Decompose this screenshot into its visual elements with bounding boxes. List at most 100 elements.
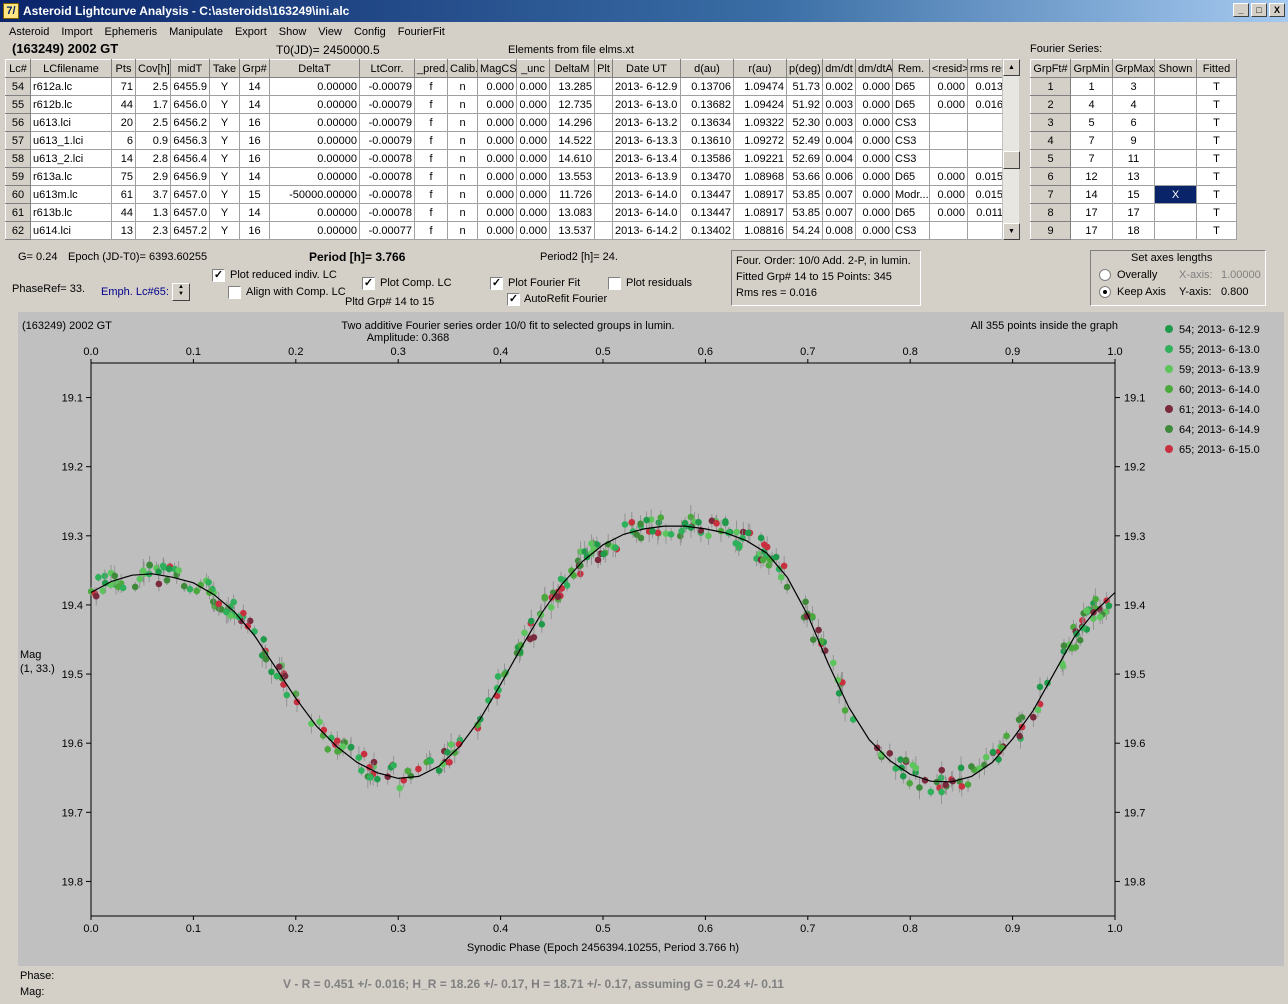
table-cell[interactable]: n — [447, 149, 478, 168]
row-header-cell[interactable]: 9 — [1030, 221, 1071, 240]
table-cell[interactable]: 3 — [1112, 77, 1155, 96]
table-cell[interactable]: n — [447, 167, 478, 186]
table-cell[interactable]: -0.00079 — [359, 131, 415, 150]
plot-residuals-checkbox[interactable] — [608, 277, 621, 290]
table-cell[interactable]: 2013- 6-13.3 — [612, 131, 681, 150]
table-cell[interactable]: D65 — [892, 167, 930, 186]
table-cell[interactable]: 1 — [1070, 77, 1113, 96]
table-cell[interactable]: 7 — [1070, 131, 1113, 150]
table-cell[interactable]: 13.553 — [549, 167, 595, 186]
table-cell[interactable]: 52.49 — [786, 131, 823, 150]
table-cell[interactable] — [594, 149, 613, 168]
table-cell[interactable]: 6455.9 — [170, 77, 210, 96]
table-cell[interactable]: 4 — [1112, 95, 1155, 114]
table-cell[interactable]: 1.09221 — [733, 149, 787, 168]
table-cell[interactable]: Y — [209, 167, 240, 186]
table-cell[interactable]: 2.9 — [135, 167, 171, 186]
table-cell[interactable] — [594, 95, 613, 114]
table-cell[interactable]: Y — [209, 221, 240, 240]
table-cell[interactable]: n — [447, 131, 478, 150]
table-cell[interactable]: 12 — [1070, 167, 1113, 186]
table-cell[interactable]: 15 — [239, 185, 270, 204]
scroll-down-icon[interactable]: ▼ — [1003, 223, 1020, 240]
table-cell[interactable]: u614.lci — [30, 221, 112, 240]
table-row[interactable]: 55 r612b.lc 44 1.7 6456.0 Y 14 0.00000 -0.00079 f… — [5, 95, 1006, 114]
table-cell[interactable]: 52.69 — [786, 149, 823, 168]
table-cell[interactable]: 0.13447 — [680, 203, 734, 222]
table-row[interactable]: 62 u614.lci 13 2.3 6457.2 Y 16 0.00000 -0.00077 f… — [5, 221, 1006, 240]
plot-fourier-checkbox[interactable]: ✓ — [490, 277, 503, 290]
table-cell[interactable]: 0.007 — [822, 203, 856, 222]
table-cell[interactable]: 1.09272 — [733, 131, 787, 150]
menu-config[interactable]: Config — [353, 25, 386, 38]
menu-manipulate[interactable]: Manipulate — [169, 25, 223, 38]
phaseref-value[interactable]: PhaseRef= 33. — [12, 283, 86, 295]
table-cell[interactable] — [967, 113, 1006, 132]
row-header-cell[interactable]: 2 — [1030, 95, 1071, 114]
table-cell[interactable]: T — [1196, 167, 1237, 186]
table-row[interactable]: 54 r612a.lc 71 2.5 6455.9 Y 14 0.00000 -0.00079 f… — [5, 77, 1006, 96]
table-cell[interactable]: 0.00000 — [269, 167, 360, 186]
menu-ephemeris[interactable]: Ephemeris — [104, 25, 158, 38]
table-cell[interactable]: X — [1154, 185, 1197, 204]
period-value[interactable]: Period [h]= 3.766 — [309, 250, 406, 264]
lc-col-header[interactable]: _unc — [516, 59, 550, 78]
table-cell[interactable]: 17 — [1112, 203, 1155, 222]
table-cell[interactable]: 61 — [111, 185, 136, 204]
table-cell[interactable]: Y — [209, 77, 240, 96]
table-cell[interactable]: f — [414, 185, 448, 204]
table-cell[interactable]: f — [414, 77, 448, 96]
table-cell[interactable]: f — [414, 95, 448, 114]
table-cell[interactable]: 2013- 6-12.9 — [612, 77, 681, 96]
table-cell[interactable] — [594, 167, 613, 186]
lc-col-header[interactable]: DeltaM — [549, 59, 595, 78]
close-button[interactable]: X — [1269, 3, 1285, 17]
table-cell[interactable]: n — [447, 95, 478, 114]
table-cell[interactable]: D65 — [892, 95, 930, 114]
table-cell[interactable]: 71 — [111, 77, 136, 96]
lc-table-scrollbar[interactable]: ▲ ▼ — [1002, 59, 1020, 240]
table-cell[interactable]: D65 — [892, 203, 930, 222]
table-cell[interactable]: 14 — [239, 167, 270, 186]
table-cell[interactable]: 2.5 — [135, 77, 171, 96]
table-cell[interactable]: 53.85 — [786, 203, 823, 222]
table-row[interactable]: 58 u613_2.lci 14 2.8 6456.4 Y 16 0.00000 -0.0007… — [5, 149, 1006, 168]
table-cell[interactable]: T — [1196, 95, 1237, 114]
table-cell[interactable]: 2013- 6-14.0 — [612, 203, 681, 222]
table-cell[interactable]: 1.3 — [135, 203, 171, 222]
table-cell[interactable]: 44 — [111, 203, 136, 222]
table-cell[interactable]: 16 — [239, 113, 270, 132]
table-cell[interactable]: 0.000 — [516, 185, 550, 204]
table-cell[interactable]: 0.000 — [516, 221, 550, 240]
lc-col-header[interactable]: Plt — [594, 59, 613, 78]
table-cell[interactable]: Y — [209, 131, 240, 150]
table-cell[interactable] — [594, 221, 613, 240]
row-header-cell[interactable]: 55 — [5, 95, 31, 114]
table-cell[interactable]: 6457.0 — [170, 203, 210, 222]
table-cell[interactable]: 1.09474 — [733, 77, 787, 96]
table-cell[interactable]: 0.000 — [855, 203, 893, 222]
table-cell[interactable]: CS3 — [892, 221, 930, 240]
table-cell[interactable]: 14 — [239, 203, 270, 222]
row-header-cell[interactable]: 6 — [1030, 167, 1071, 186]
table-cell[interactable]: 0.007 — [822, 185, 856, 204]
table-cell[interactable] — [1154, 203, 1197, 222]
table-cell[interactable]: 0.00000 — [269, 95, 360, 114]
table-cell[interactable] — [1154, 149, 1197, 168]
table-row[interactable]: 57 u613_1.lci 6 0.9 6456.3 Y 16 0.00000 -0.00079… — [5, 131, 1006, 150]
table-cell[interactable]: 0.000 — [929, 167, 968, 186]
table-cell[interactable]: 16 — [239, 149, 270, 168]
fourier-row[interactable]: 7 14 15 X T — [1030, 185, 1237, 204]
table-cell[interactable]: 0.000 — [855, 167, 893, 186]
table-cell[interactable]: f — [414, 131, 448, 150]
table-cell[interactable]: 14 — [1070, 185, 1113, 204]
table-cell[interactable] — [967, 149, 1006, 168]
table-cell[interactable]: 1.7 — [135, 95, 171, 114]
fourier-col-header[interactable]: Fitted — [1196, 59, 1237, 78]
table-cell[interactable]: 6457.0 — [170, 185, 210, 204]
table-cell[interactable]: -0.00078 — [359, 185, 415, 204]
table-cell[interactable]: 11.726 — [549, 185, 595, 204]
table-cell[interactable]: 6457.2 — [170, 221, 210, 240]
table-cell[interactable]: 2013- 6-13.4 — [612, 149, 681, 168]
